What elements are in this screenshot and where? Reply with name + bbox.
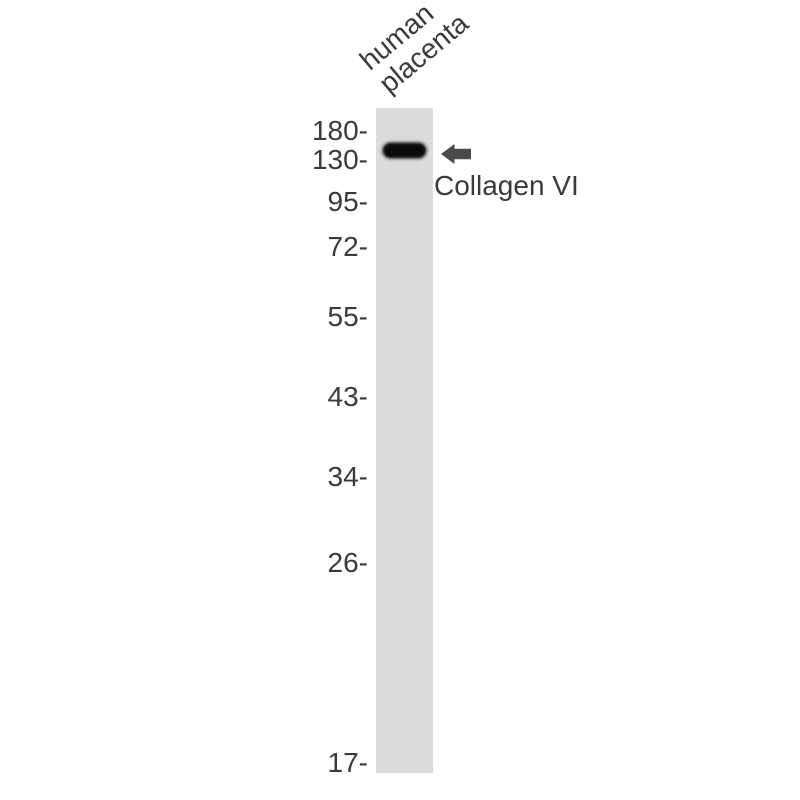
band-annotation-label: Collagen VI bbox=[434, 170, 579, 201]
mw-marker-55: 55- bbox=[327, 301, 368, 332]
mw-marker-17: 17- bbox=[327, 747, 368, 778]
protein-band bbox=[383, 143, 426, 158]
mw-marker-180: 180- bbox=[311, 115, 368, 146]
mw-marker-95: 95- bbox=[327, 186, 368, 217]
mw-marker-34: 34- bbox=[327, 461, 368, 492]
mw-marker-72: 72- bbox=[327, 231, 368, 262]
mw-marker-26: 26- bbox=[327, 547, 368, 578]
mw-marker-130: 130- bbox=[311, 144, 368, 175]
left-arrow-icon bbox=[441, 144, 471, 164]
gel-lane bbox=[376, 108, 433, 773]
lane-sample-label: human placenta bbox=[354, 0, 474, 99]
mw-marker-43: 43- bbox=[327, 381, 368, 412]
